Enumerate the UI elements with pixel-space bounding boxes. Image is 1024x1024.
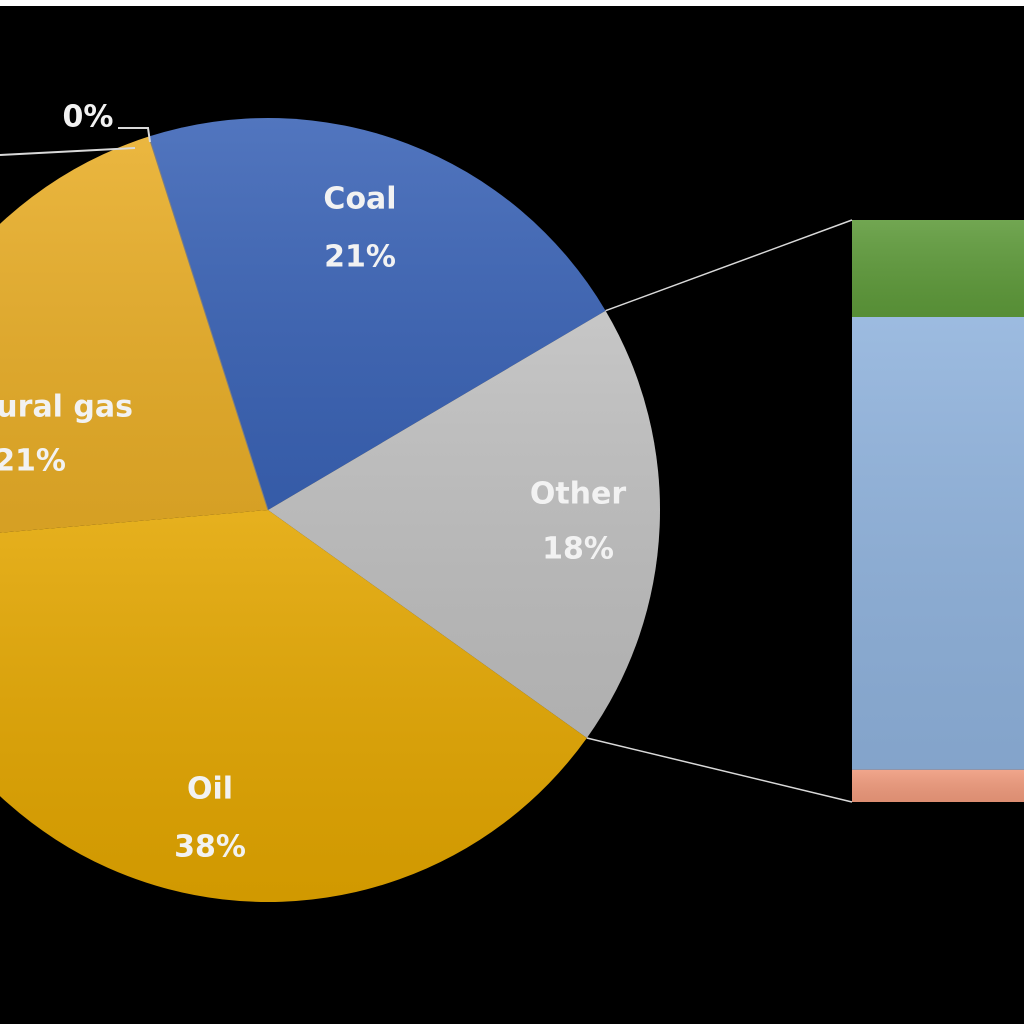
slice-shade	[268, 310, 660, 738]
slice-shade	[0, 510, 587, 902]
slice-label: Oil	[187, 772, 233, 807]
value-label: 0%	[63, 100, 114, 135]
connector-line	[605, 219, 853, 312]
leader-line	[118, 127, 151, 143]
value-label: 21%	[0, 444, 66, 479]
slice-label: Coal	[323, 182, 396, 217]
bar-shade	[852, 220, 1024, 317]
slice-shade	[0, 136, 268, 533]
bar-shade	[852, 769, 1024, 802]
top-border	[0, 0, 1024, 6]
leader-line	[0, 147, 136, 156]
bar-shade	[852, 317, 1024, 770]
value-label: 21%	[324, 240, 396, 275]
slice-shade	[148, 118, 606, 510]
value-label: 38%	[174, 830, 246, 865]
connector-line	[586, 737, 853, 803]
value-label: 18%	[542, 532, 614, 567]
pie-slice	[148, 136, 269, 511]
slice-label: Natural gas	[0, 390, 133, 425]
slice-label: Other	[530, 477, 627, 512]
